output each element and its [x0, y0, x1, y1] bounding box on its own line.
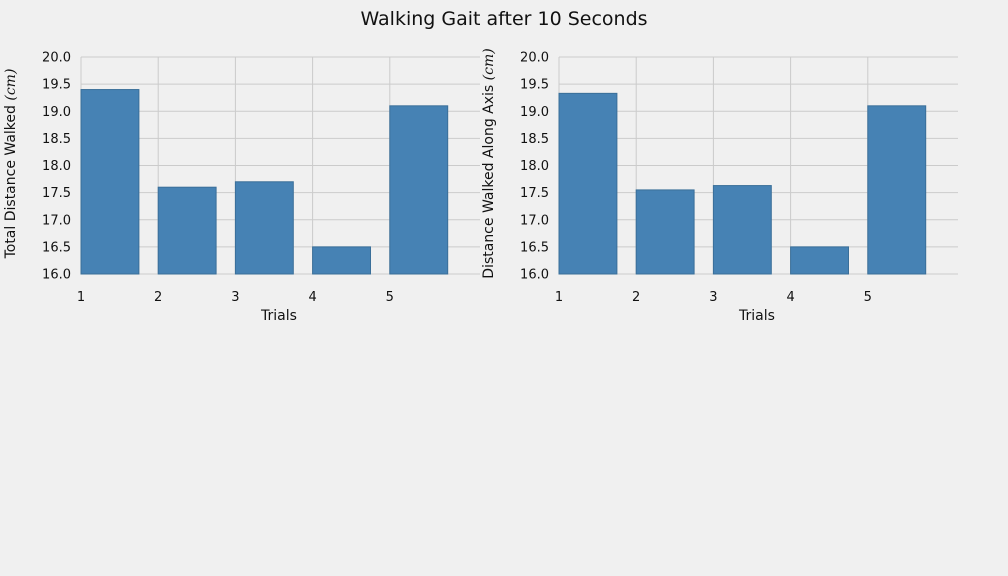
chart-1-ytick-label: 16.5	[42, 240, 71, 255]
chart-2-ytick-label: 18.5	[520, 132, 549, 147]
chart-2-xtick-label: 5	[864, 290, 872, 305]
chart-1-ytick-label: 19.0	[42, 105, 71, 120]
chart-1-yaxis-label: Total Distance Walked (cm)	[3, 69, 19, 260]
chart-1-bar	[80, 89, 140, 275]
chart-1-xtick-label: 3	[231, 290, 239, 305]
figure-title: Walking Gait after 10 Seconds	[360, 8, 648, 30]
chart-2-ytick-label: 19.0	[520, 105, 549, 120]
chart-2-bar	[558, 92, 618, 275]
chart-2-ytick-label: 19.5	[520, 78, 549, 93]
chart-2-ytick-label: 17.5	[520, 186, 549, 201]
chart-1-bar	[157, 186, 217, 275]
chart-1-ytick-label: 19.5	[42, 78, 71, 93]
chart-2-xtick-label: 4	[786, 290, 794, 305]
chart-1-yaxis-unit: (cm)	[3, 69, 19, 101]
chart-2-xtick-label: 2	[632, 290, 640, 305]
chart-1-ytick-label: 18.0	[42, 159, 71, 174]
chart-1-xtick-label: 1	[77, 290, 85, 305]
chart-1-ytick-label: 17.5	[42, 186, 71, 201]
chart-2-xaxis-label: Trials	[738, 308, 775, 324]
chart-1-xtick-label: 4	[308, 290, 316, 305]
chart-1-ytick-label: 18.5	[42, 132, 71, 147]
chart-2-bar	[790, 246, 849, 275]
chart-2-ytick-label: 20.0	[520, 51, 549, 66]
chart-1-bar	[389, 105, 449, 275]
chart-2-bar	[635, 189, 695, 275]
chart-1-ytick-label: 20.0	[42, 51, 71, 66]
chart-2-ytick-label: 18.0	[520, 159, 549, 174]
chart-2-ytick-label: 16.5	[520, 240, 549, 255]
chart-1-ytick-label: 16.0	[42, 268, 71, 283]
chart-1-xtick-label: 5	[386, 290, 394, 305]
chart-1-xaxis-label: Trials	[260, 308, 297, 324]
chart-2-ytick-label: 17.0	[520, 213, 549, 228]
chart-2-ytick-label: 16.0	[520, 268, 549, 283]
chart-2-yaxis-label: Distance Walked Along Axis (cm)	[481, 48, 497, 278]
chart-2-xtick-label: 1	[555, 290, 563, 305]
chart-1-xtick-label: 2	[154, 290, 162, 305]
chart-2-bar	[712, 185, 772, 275]
chart-2-yaxis-unit: (cm)	[481, 48, 497, 80]
chart-2-xtick-label: 3	[709, 290, 717, 305]
chart-1-ytick-label: 17.0	[42, 213, 71, 228]
chart-2-bar	[867, 105, 927, 275]
chart-1-bar	[312, 246, 372, 275]
chart-1-bar	[234, 181, 294, 275]
